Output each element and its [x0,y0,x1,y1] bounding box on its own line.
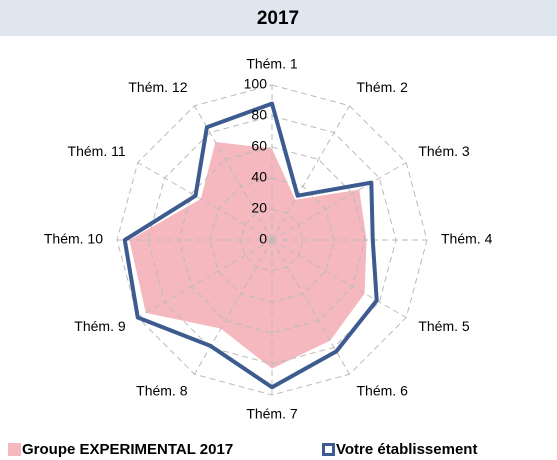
plot: 0 20 40 60 80 100 Thém. 1 Thém. 2 Thém. 3 Thém. 4… [44,56,493,422]
category-label: Thém. 7 [246,406,298,422]
category-label: Thém. 9 [74,318,126,334]
spoke [137,239,273,318]
spoke [271,239,350,375]
legend: Groupe EXPERIMENTAL 2017 Votre établissem… [8,441,477,458]
spoke [271,239,407,318]
r-tick-label: 100 [244,76,268,92]
spoke [271,162,407,241]
category-label: Thém. 11 [68,143,126,159]
r-tick-label: 80 [251,107,267,123]
category-label: Thém. 1 [246,56,298,72]
spoke [194,105,273,241]
r-tick-label: 40 [251,169,267,185]
title-band [0,0,557,36]
category-label: Thém. 8 [136,382,188,398]
series-area [129,142,367,369]
category-label: Thém. 10 [44,231,103,247]
category-label: Thém. 6 [357,382,409,398]
category-label: Thém. 3 [418,143,470,159]
category-label: Thém. 5 [418,318,470,334]
spoke [137,162,273,241]
legend-swatch [322,443,335,456]
legend-swatch [8,443,21,456]
chart-title: 2017 [257,8,299,29]
r-tick-label: 0 [259,231,267,247]
r-tick-label: 20 [251,200,267,216]
r-tick-label: 60 [251,138,267,154]
spoke [271,105,350,241]
category-label: Thém. 2 [357,79,409,95]
spoke [194,239,273,375]
series-line [122,101,379,390]
legend-label: Votre établissement [336,441,477,458]
category-label: Thém. 12 [128,79,187,95]
legend-label: Groupe EXPERIMENTAL 2017 [22,441,233,458]
category-label: Thém. 4 [441,231,493,247]
